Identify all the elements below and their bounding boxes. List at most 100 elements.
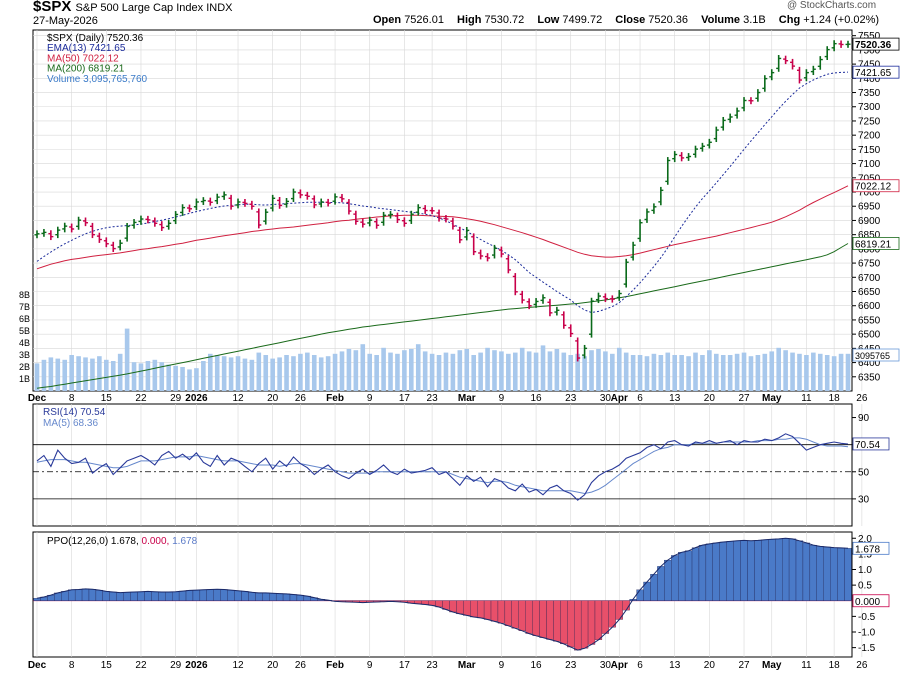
price-panel-frame	[32, 29, 853, 392]
volume-bar	[429, 353, 435, 391]
x-axis-label: Feb	[326, 393, 344, 404]
volume-bar	[256, 352, 262, 391]
volume-bar	[402, 350, 407, 391]
volume-bar	[762, 353, 768, 391]
ppo-value-tag-label: 1.678	[855, 544, 880, 555]
volume-bar	[658, 355, 664, 391]
volume-bar	[395, 353, 400, 391]
price-tick-label: 6550	[858, 315, 881, 326]
volume-bar	[228, 357, 234, 391]
ppo-bar	[477, 600, 485, 619]
ppo-bar	[747, 540, 755, 601]
volume-bar	[561, 352, 567, 391]
ppo-bar	[227, 589, 235, 601]
price-tick-label: 7450	[858, 60, 881, 71]
price-value-tag	[852, 237, 900, 250]
volume-bar	[769, 351, 775, 391]
volume-bar	[831, 356, 837, 391]
volume-bar	[603, 351, 608, 391]
volume-bar	[506, 353, 511, 391]
ppo-bar	[262, 592, 270, 601]
rsi-value-tag	[852, 437, 890, 451]
volume-bar	[422, 351, 428, 391]
ppo-bar	[650, 574, 658, 601]
ema13-line	[36, 71, 849, 314]
ppo-legend-item: 1.678	[169, 536, 197, 547]
ppo-bar	[768, 539, 776, 601]
ppo-bar	[255, 592, 263, 601]
ppo-bar	[68, 589, 76, 601]
x-axis-label: 13	[669, 393, 681, 404]
x-axis-label: 15	[101, 660, 113, 671]
volume-bar	[824, 355, 830, 391]
rsi-value-tag-label: 70.54	[855, 440, 880, 451]
volume-bar	[97, 356, 102, 391]
ppo-bar	[705, 543, 713, 601]
ppo-bar	[844, 548, 852, 601]
price-legend-item: MA(50) 7022.12	[47, 53, 119, 64]
ppo-bar	[234, 590, 242, 601]
x-axis-label: 16	[531, 660, 543, 671]
x-axis-label: 6	[637, 660, 643, 671]
ppo-legend-item: PPO(12,26,0) 1.678,	[47, 536, 139, 547]
ppo-bar	[282, 593, 291, 601]
ppo-bar	[775, 538, 783, 601]
ppo-bar	[61, 591, 69, 601]
x-axis-label: May	[762, 660, 782, 671]
ppo-bar	[116, 592, 124, 601]
volume-bar	[311, 355, 317, 391]
volume-bar	[665, 352, 671, 391]
chg-label: Chg	[778, 14, 801, 26]
ppo-bar	[608, 600, 616, 628]
volume-bar	[492, 350, 497, 391]
low-label: Low	[537, 14, 560, 26]
ppo-bar	[504, 600, 512, 626]
volume-bar	[48, 357, 54, 391]
ppo-bar	[178, 590, 187, 601]
ppo-legend: PPO(12,26,0) 1.678, 0.000, 1.678	[47, 536, 198, 547]
ppo-bar	[185, 590, 194, 601]
volume-bar	[644, 356, 650, 391]
x-axis-label: 23	[427, 393, 439, 404]
ppo-bar	[712, 542, 720, 601]
volume-bar	[298, 353, 303, 391]
volume-label: Volume	[701, 14, 741, 26]
ppo-bar	[241, 591, 249, 601]
volume-bar	[450, 353, 456, 391]
ppo-bar	[532, 600, 540, 636]
ppo-bar	[594, 600, 603, 640]
volume-bar	[776, 347, 781, 391]
price-tick-label: 6750	[858, 259, 881, 270]
ppo-bar	[823, 546, 831, 601]
ppo-bar	[539, 600, 547, 638]
ppo-bar	[199, 589, 207, 601]
rsi-tick-label: 50	[858, 467, 870, 478]
x-axis-label: 23	[565, 660, 577, 671]
volume-bar	[686, 356, 691, 391]
ppo-tick-label: 0.5	[858, 581, 872, 592]
price-legend-item: $SPX (Daily) 7520.36	[47, 33, 144, 44]
volume-bar	[616, 347, 622, 391]
volume-bar	[339, 351, 345, 391]
ppo-bar	[830, 547, 838, 601]
volume-bar	[249, 359, 255, 391]
volume-bar	[630, 355, 636, 391]
volume-bar	[485, 347, 490, 391]
price-tick-label: 7350	[858, 88, 881, 99]
x-axis-label: Feb	[326, 660, 344, 671]
ppo-bar	[137, 591, 145, 601]
ppo-bar	[81, 588, 90, 601]
ppo-bar	[781, 538, 790, 601]
x-axis-label: 22	[135, 660, 147, 671]
volume-bar	[152, 359, 158, 391]
volume-bar	[499, 351, 504, 391]
price-value-tag	[852, 37, 900, 51]
volume-bar	[55, 358, 61, 391]
volume-bar	[242, 358, 248, 391]
x-axis-label: 17	[399, 393, 411, 404]
x-axis-label: Apr	[611, 660, 628, 671]
ppo-bar	[109, 591, 117, 601]
x-axis-label: Dec	[28, 393, 47, 404]
volume-bar	[533, 352, 539, 391]
volume-tick-label: 7B	[19, 302, 30, 312]
